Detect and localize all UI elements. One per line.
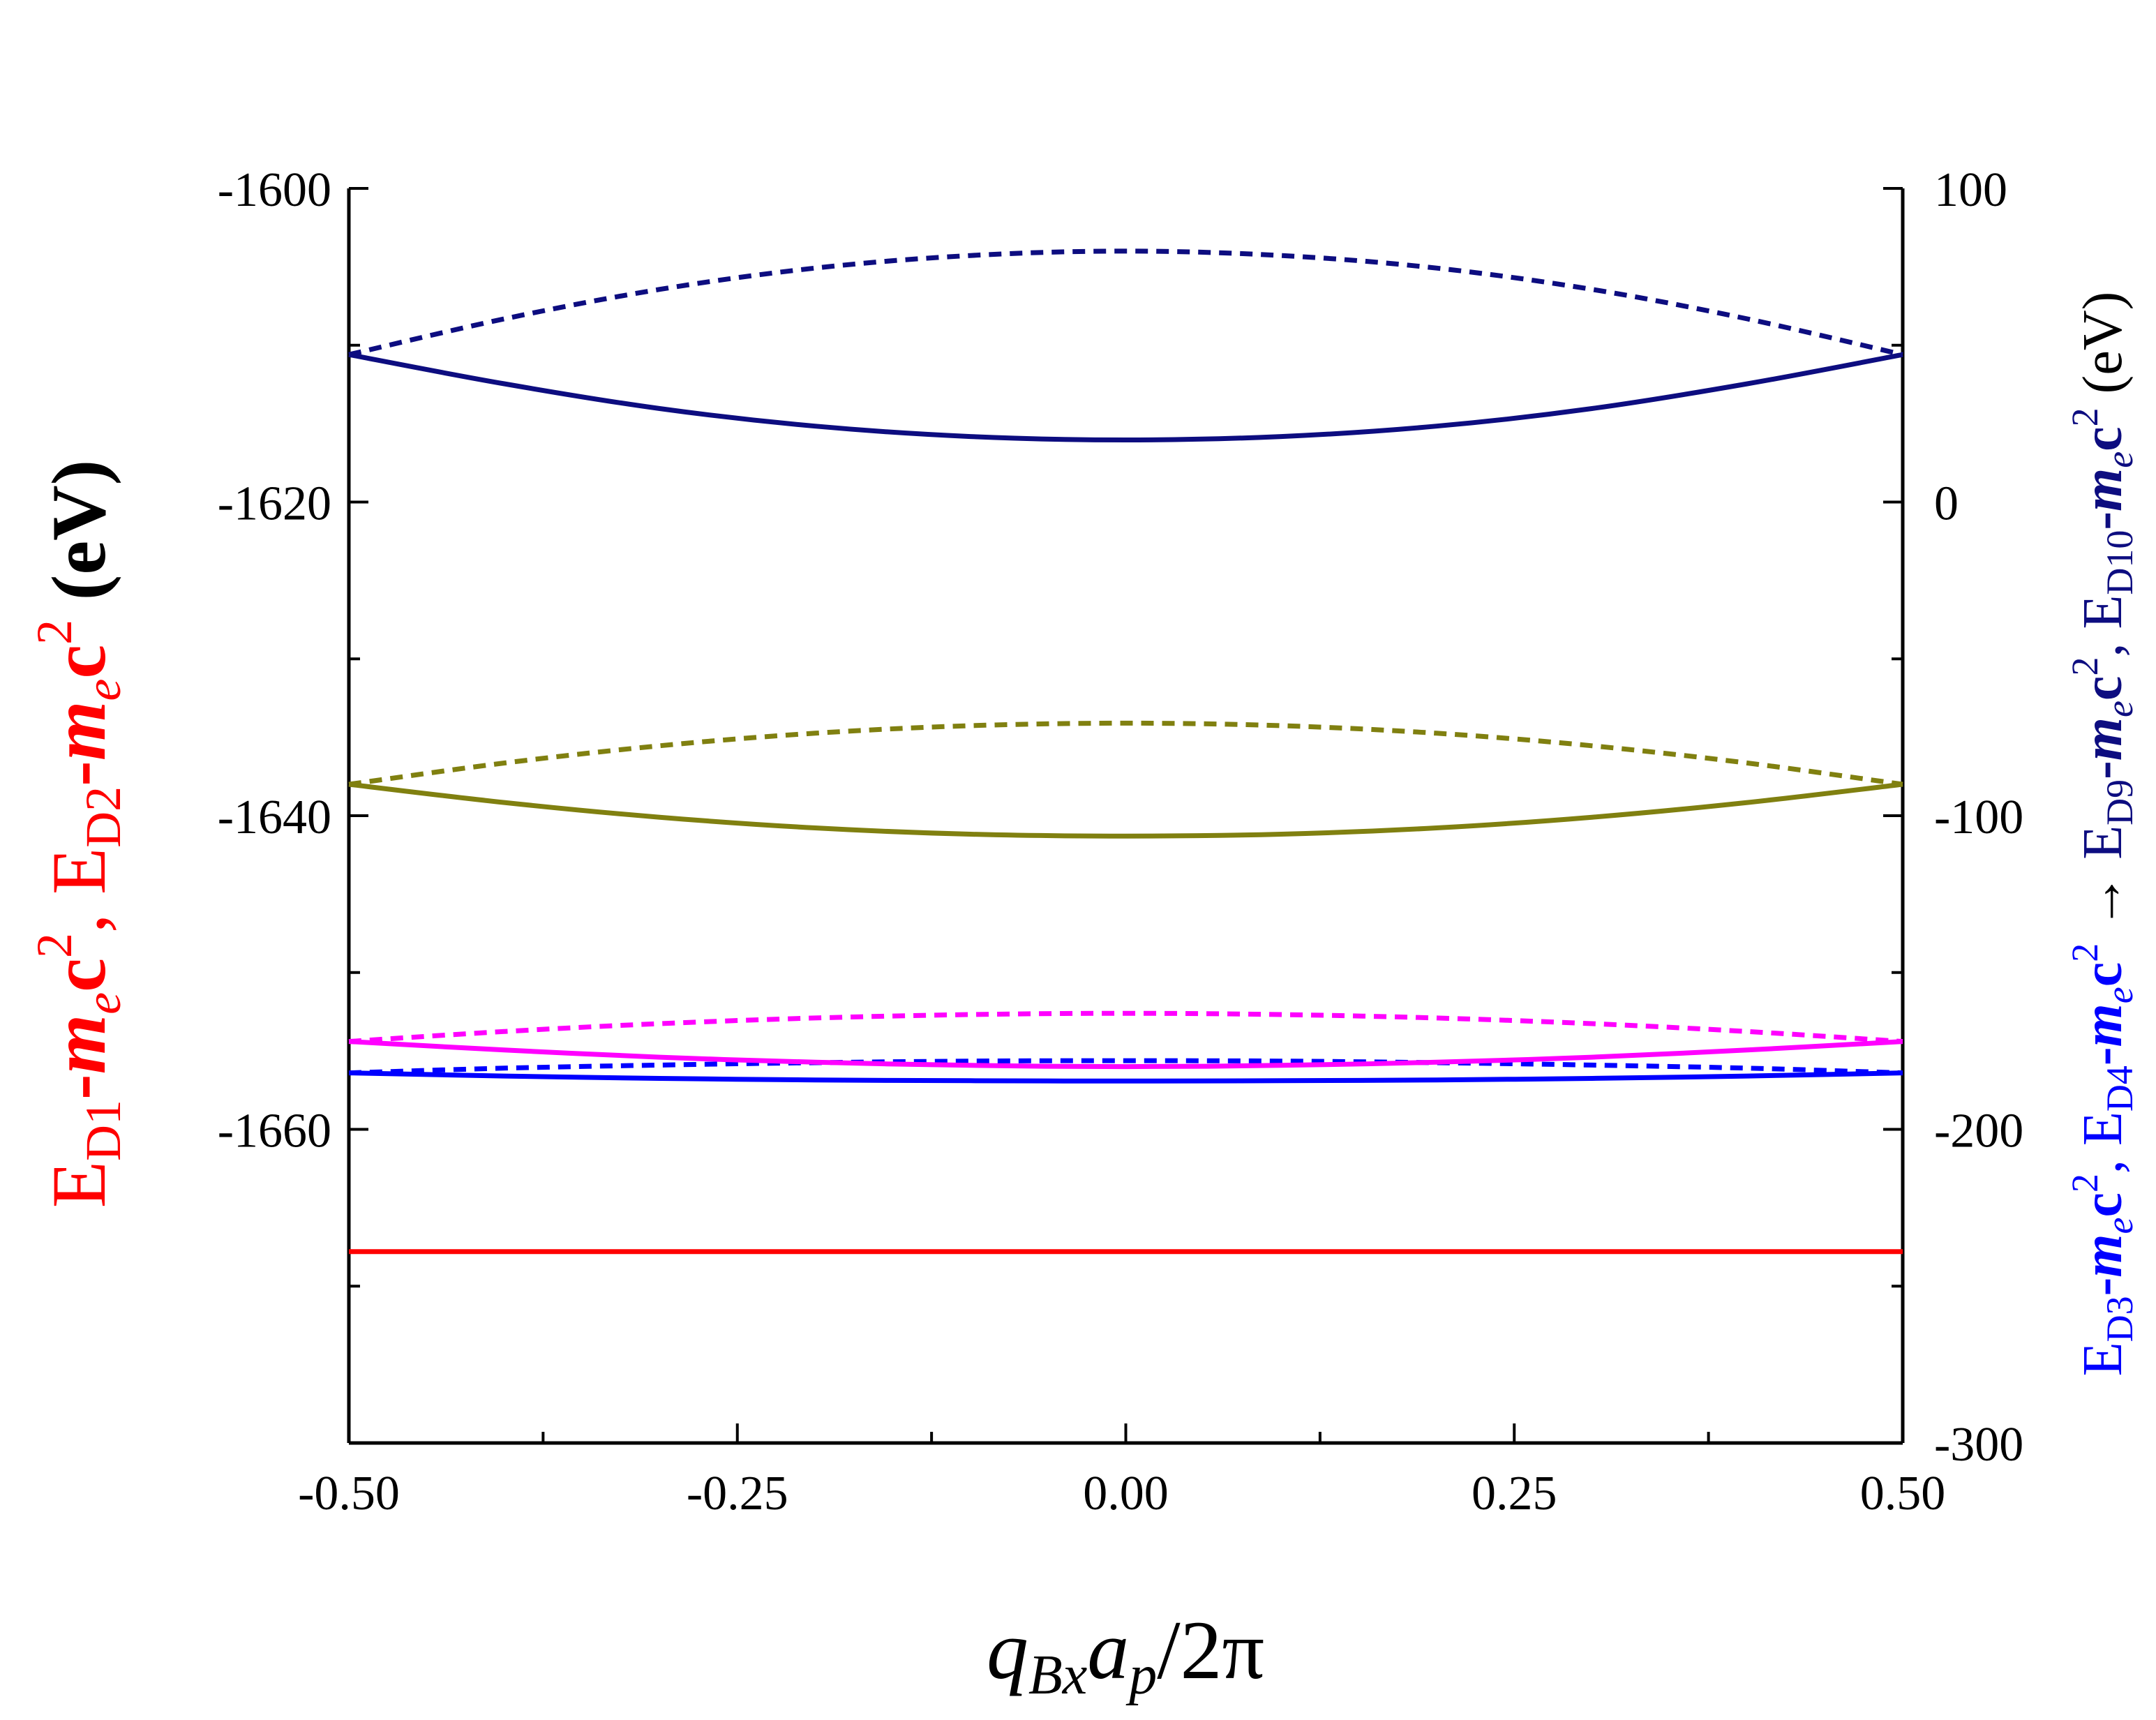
x-tick-label: 0.25 bbox=[1472, 1467, 1557, 1520]
right-y-tick-label: 100 bbox=[1934, 163, 2007, 217]
x-tick-label: 0.50 bbox=[1860, 1467, 1946, 1520]
x-tick-label: -0.25 bbox=[687, 1467, 788, 1520]
right-y-tick-label: -100 bbox=[1934, 791, 2023, 844]
x-axis-label: qBxap/2π bbox=[987, 1603, 1264, 1706]
series-line-8 bbox=[348, 248, 1903, 357]
left-y-tick-label: -1640 bbox=[218, 791, 331, 844]
series-line-7 bbox=[348, 352, 1903, 443]
right-y-tick-label: 0 bbox=[1934, 477, 1959, 531]
axes-frame bbox=[347, 188, 1905, 1445]
series-line-1 bbox=[348, 1070, 1903, 1084]
left-y-axis-label: ED1-mec2, ED2-mec2 (eV) bbox=[27, 460, 131, 1208]
left-y-tick-label: -1660 bbox=[218, 1105, 331, 1158]
series-line-6 bbox=[348, 720, 1903, 787]
right-y-axis-label: ED3-mec2, ED4-mec2 → ED9-mec2, ED10-mec2… bbox=[2064, 292, 2141, 1377]
series-line-4 bbox=[348, 1010, 1903, 1045]
x-tick-label: -0.50 bbox=[298, 1467, 400, 1520]
tick-marks bbox=[347, 187, 1904, 1444]
right-y-tick-label: -300 bbox=[1934, 1418, 2023, 1472]
series-layer bbox=[348, 248, 1903, 1255]
series-line-2 bbox=[348, 1058, 1903, 1076]
right-y-tick-label: -200 bbox=[1934, 1105, 2023, 1158]
series-line-5 bbox=[348, 782, 1903, 839]
tick-labels: -0.50 -0.25 0.00 0.25 0.50 -1600 -1620 -1640 -16… bbox=[218, 163, 2024, 1520]
series-line-3 bbox=[348, 1039, 1903, 1070]
left-y-tick-label: -1620 bbox=[218, 477, 331, 531]
left-y-tick-label: -1600 bbox=[218, 163, 331, 217]
x-tick-label: 0.00 bbox=[1083, 1467, 1169, 1520]
